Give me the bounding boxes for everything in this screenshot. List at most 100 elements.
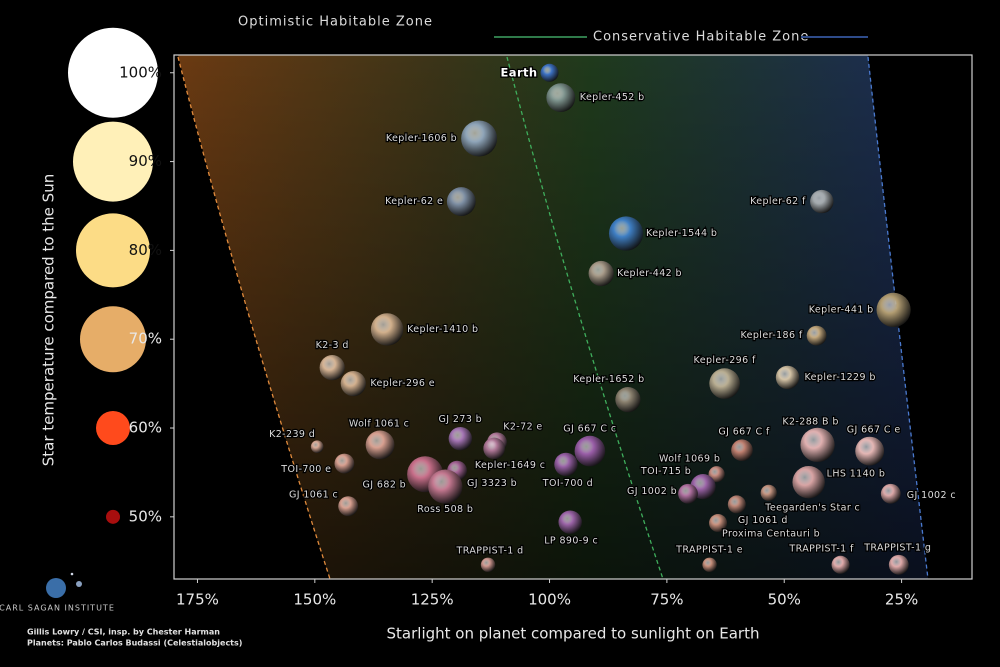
planet xyxy=(615,386,641,413)
planet xyxy=(708,466,725,483)
planet xyxy=(775,365,800,390)
planet-label: Kepler-441 b xyxy=(809,304,874,315)
planet xyxy=(540,63,559,82)
planet-label: TRAPPIST-1 d xyxy=(456,545,524,556)
planet xyxy=(709,514,728,533)
planet xyxy=(806,325,827,346)
planet xyxy=(731,439,753,462)
planet-label: Kepler-62 f xyxy=(750,196,806,207)
planet xyxy=(365,430,395,460)
planet xyxy=(448,426,473,451)
planet-label: GJ 667 C f xyxy=(718,427,770,438)
star-disc xyxy=(106,509,120,524)
planet xyxy=(483,437,505,460)
planet-label: Kepler-296 e xyxy=(370,378,435,389)
planet-label: Kepler-1229 b xyxy=(805,372,876,383)
planet-label: Kepler-296 f xyxy=(694,355,756,366)
planet xyxy=(855,436,885,466)
planet-label: Kepler-1606 b xyxy=(386,133,457,144)
planet xyxy=(554,452,578,477)
star-disc xyxy=(96,411,130,446)
planet-label: GJ 667 C c xyxy=(563,424,616,435)
planet-label: LHS 1140 b xyxy=(827,469,886,480)
planet xyxy=(760,484,777,501)
legend-label: Optimistic Habitable Zone xyxy=(238,15,433,30)
logo-text: CARL SAGAN INSTITUTE xyxy=(0,604,115,613)
planet-label: GJ 667 C e xyxy=(847,425,901,436)
logo-moon xyxy=(76,581,82,587)
planet xyxy=(480,557,496,572)
planet-label: GJ 3323 b xyxy=(467,478,517,489)
y-tick-label: 80% xyxy=(129,241,162,259)
logo-moon xyxy=(70,572,74,576)
x-tick-label: 75% xyxy=(650,591,683,609)
planet xyxy=(588,260,614,287)
planet-label: TOI-700 d xyxy=(542,478,593,489)
planet-label: K2-3 d xyxy=(316,340,349,351)
x-tick-label: 100% xyxy=(528,591,571,609)
planet-label: K2-72 e xyxy=(503,422,542,433)
planet-label: Kepler-1649 c xyxy=(475,460,545,471)
planet-label: TRAPPIST-1 e xyxy=(675,544,743,555)
planet xyxy=(334,453,355,474)
planet-label: GJ 1002 c xyxy=(907,490,956,501)
planet xyxy=(702,557,717,572)
planet xyxy=(558,510,582,534)
planet xyxy=(831,555,850,574)
star-disc xyxy=(73,121,153,202)
planet-label: GJ 1002 b xyxy=(627,486,677,497)
planet xyxy=(810,189,834,214)
planet-label: Ross 508 b xyxy=(417,504,473,515)
planet xyxy=(709,368,740,399)
planet-label: K2-239 d xyxy=(269,429,315,440)
plot-frame xyxy=(173,54,973,580)
logo-planet xyxy=(46,578,66,598)
x-tick-label: 150% xyxy=(293,591,336,609)
planet-label: Kepler-452 b xyxy=(580,92,645,103)
planet xyxy=(880,483,901,504)
planet-label: Teegarden's Star c xyxy=(764,502,860,513)
planet-label: Proxima Centauri b xyxy=(722,529,820,540)
planet xyxy=(338,496,359,517)
planet xyxy=(678,483,698,504)
planet xyxy=(319,355,345,381)
planet xyxy=(727,495,746,514)
star-disc xyxy=(76,213,150,288)
y-tick-label: 70% xyxy=(129,330,162,348)
planet-label: Wolf 1061 c xyxy=(349,418,409,429)
planet xyxy=(310,440,324,453)
planet-label: Wolf 1069 b xyxy=(659,454,720,465)
planet-label: Kepler-1544 b xyxy=(646,228,717,239)
planet xyxy=(888,554,909,575)
y-tick-label: 100% xyxy=(119,63,162,81)
y-tick-label: 50% xyxy=(129,507,162,525)
planet-label: TRAPPIST-1 f xyxy=(788,543,854,554)
planet-label: Kepler-1410 b xyxy=(407,324,478,335)
credit: Gillis Lowry / CSI, insp. by Chester Har… xyxy=(27,628,220,637)
planet xyxy=(800,427,835,462)
y-tick-label: 60% xyxy=(129,419,162,437)
planet xyxy=(446,187,476,216)
x-tick-label: 175% xyxy=(176,591,219,609)
x-axis-label: Starlight on planet compared to sunlight… xyxy=(387,625,760,643)
planet-label: Kepler-1652 b xyxy=(573,374,644,385)
planet-label: LP 890-9 c xyxy=(544,536,598,547)
planet xyxy=(546,83,576,113)
star-disc xyxy=(80,306,146,373)
planet-label: Kepler-186 f xyxy=(740,330,802,341)
x-tick-label: 50% xyxy=(768,591,801,609)
y-tick-label: 90% xyxy=(129,152,162,170)
credit: Planets: Pablo Carlos Budassi (Celestial… xyxy=(27,639,242,648)
planet-label: TRAPPIST-1 g xyxy=(863,542,931,553)
optimistic-inner-edge xyxy=(177,56,331,580)
legend-label: Conservative Habitable Zone xyxy=(593,30,809,45)
planet xyxy=(428,469,463,504)
planet xyxy=(370,313,404,346)
planet-label: GJ 682 b xyxy=(363,480,407,491)
y-axis-label: Star temperature compared to the Sun xyxy=(40,174,58,466)
planet xyxy=(340,371,366,397)
planet xyxy=(876,292,911,327)
planet-label: GJ 273 b xyxy=(439,414,483,425)
planet-label: Earth xyxy=(501,65,538,79)
